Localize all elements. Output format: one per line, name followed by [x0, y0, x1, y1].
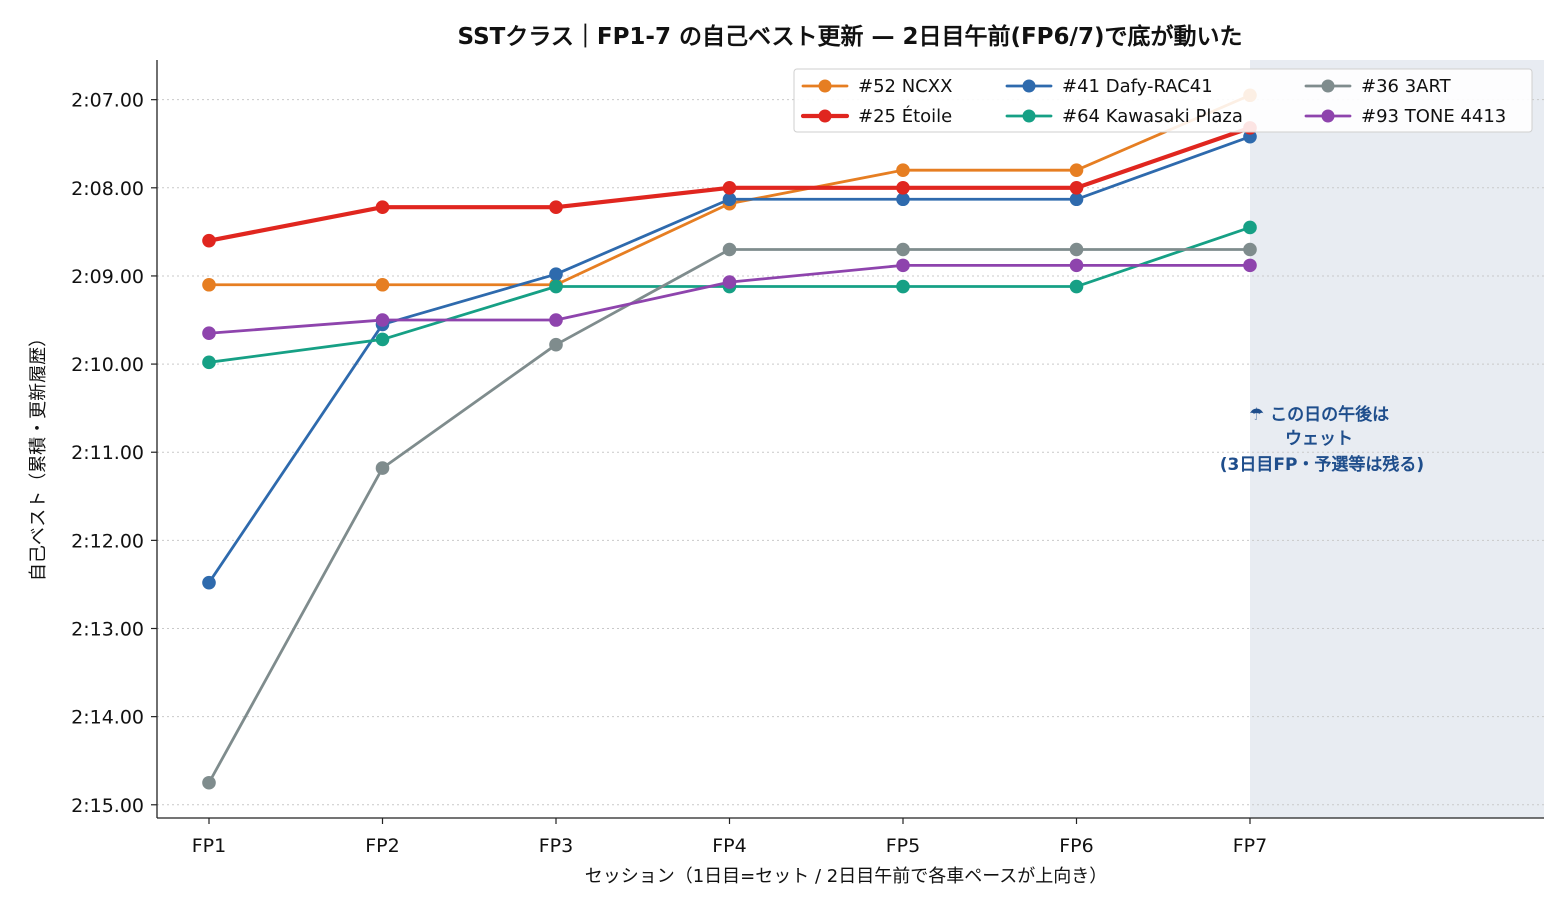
data-point	[202, 355, 216, 370]
data-point	[375, 461, 390, 475]
data-point	[202, 277, 216, 292]
data-point	[202, 326, 216, 341]
data-point	[375, 200, 390, 214]
data-point	[722, 275, 737, 289]
data-point	[896, 192, 910, 207]
data-point	[896, 279, 910, 294]
y-tick-label: 2:14.00	[71, 707, 144, 729]
y-axis-label: 自己ベスト（累積・更新履歴）	[28, 329, 49, 581]
x-tick-label: FP7	[1233, 835, 1267, 857]
data-point	[896, 181, 910, 195]
data-point	[375, 332, 390, 347]
data-point	[896, 163, 910, 177]
y-tick-label: 2:15.00	[71, 795, 144, 817]
x-tick-label: FP6	[1059, 835, 1093, 857]
series-36-3art	[202, 242, 1257, 790]
legend-label: #25 Étoile	[858, 105, 952, 127]
data-point	[549, 279, 563, 294]
legend-item: #52 NCXX	[801, 76, 952, 97]
legend-swatch-marker	[818, 79, 832, 93]
legend-swatch-marker	[818, 109, 832, 123]
x-axis-ticks: FP1 FP2 FP3 FP4 FP5 FP6 FP7	[192, 818, 1267, 857]
data-point	[549, 337, 563, 352]
x-tick-label: FP1	[192, 835, 226, 857]
y-tick-label: 2:08.00	[71, 178, 144, 200]
wet-session-annotation: ☂ この日の午後は ウェット (3日目FP・予選等は残る)	[1220, 404, 1424, 475]
y-axis-ticks: 2:07.00 2:08.00 2:09.00 2:10.00 2:11.00 2:12.…	[71, 90, 157, 817]
x-tick-label: FP4	[712, 835, 746, 857]
data-point	[1243, 258, 1257, 273]
data-point	[1069, 242, 1084, 257]
legend-swatch-marker	[1321, 109, 1335, 123]
data-point	[1069, 279, 1084, 294]
x-tick-label: FP3	[539, 835, 573, 857]
data-point	[722, 181, 737, 195]
series-93-tone-4413	[202, 258, 1257, 341]
data-point	[1069, 258, 1084, 273]
annotation-line-2: ウェット	[1285, 429, 1353, 449]
legend-label: #36 3ART	[1361, 76, 1452, 97]
data-point	[202, 575, 216, 590]
annotation-line-1: ☂ この日の午後は	[1249, 404, 1389, 425]
x-axis-label: セッション（1日目=セット / 2日目午前で各車ペースが上向き）	[585, 866, 1108, 887]
series-lines	[202, 88, 1257, 790]
y-tick-label: 2:11.00	[71, 442, 144, 464]
legend-label: #93 TONE 4413	[1361, 106, 1506, 127]
data-point	[1069, 181, 1084, 195]
annotation-line-3: (3日目FP・予選等は残る)	[1220, 454, 1424, 475]
data-point	[375, 313, 390, 327]
y-tick-label: 2:07.00	[71, 90, 144, 112]
data-point	[202, 233, 216, 248]
data-point	[896, 258, 910, 273]
data-point	[1243, 220, 1257, 235]
data-point	[722, 192, 737, 207]
data-point	[549, 267, 563, 281]
y-tick-label: 2:10.00	[71, 354, 144, 376]
legend-item: #36 3ART	[1304, 76, 1452, 97]
chart-title: SSTクラス｜FP1-7 の自己ベスト更新 — 2日目午前(FP6/7)で底が動…	[458, 23, 1243, 50]
data-point	[1243, 242, 1257, 257]
data-point	[722, 242, 737, 257]
legend-swatch-marker	[1022, 109, 1036, 123]
data-point	[549, 200, 563, 214]
data-point	[1069, 192, 1084, 207]
legend-swatch-marker	[1321, 79, 1335, 93]
data-point	[549, 313, 563, 327]
legend-item: #41 Dafy-RAC41	[1005, 76, 1213, 97]
data-point	[896, 242, 910, 257]
x-tick-label: FP2	[365, 835, 399, 857]
legend-item: #93 TONE 4413	[1304, 106, 1506, 127]
legend-item: #25 Étoile	[800, 105, 952, 127]
y-tick-label: 2:12.00	[71, 530, 144, 552]
legend-swatch-marker	[1022, 79, 1036, 93]
legend-item: #64 Kawasaki Plaza	[1005, 106, 1243, 127]
legend-label: #41 Dafy-RAC41	[1062, 76, 1213, 97]
y-tick-label: 2:09.00	[71, 266, 144, 288]
y-tick-label: 2:13.00	[71, 619, 144, 641]
legend-label: #52 NCXX	[858, 76, 952, 97]
legend-label: #64 Kawasaki Plaza	[1062, 106, 1243, 127]
data-point	[1069, 163, 1084, 177]
wet-session-shaded-region	[1250, 60, 1544, 818]
x-tick-label: FP5	[886, 835, 920, 857]
data-point	[202, 775, 216, 790]
data-point	[375, 277, 390, 292]
legend: #52 NCXX #25 Étoile #41 Dafy-RAC41 #64 Kawa…	[793, 68, 1533, 133]
